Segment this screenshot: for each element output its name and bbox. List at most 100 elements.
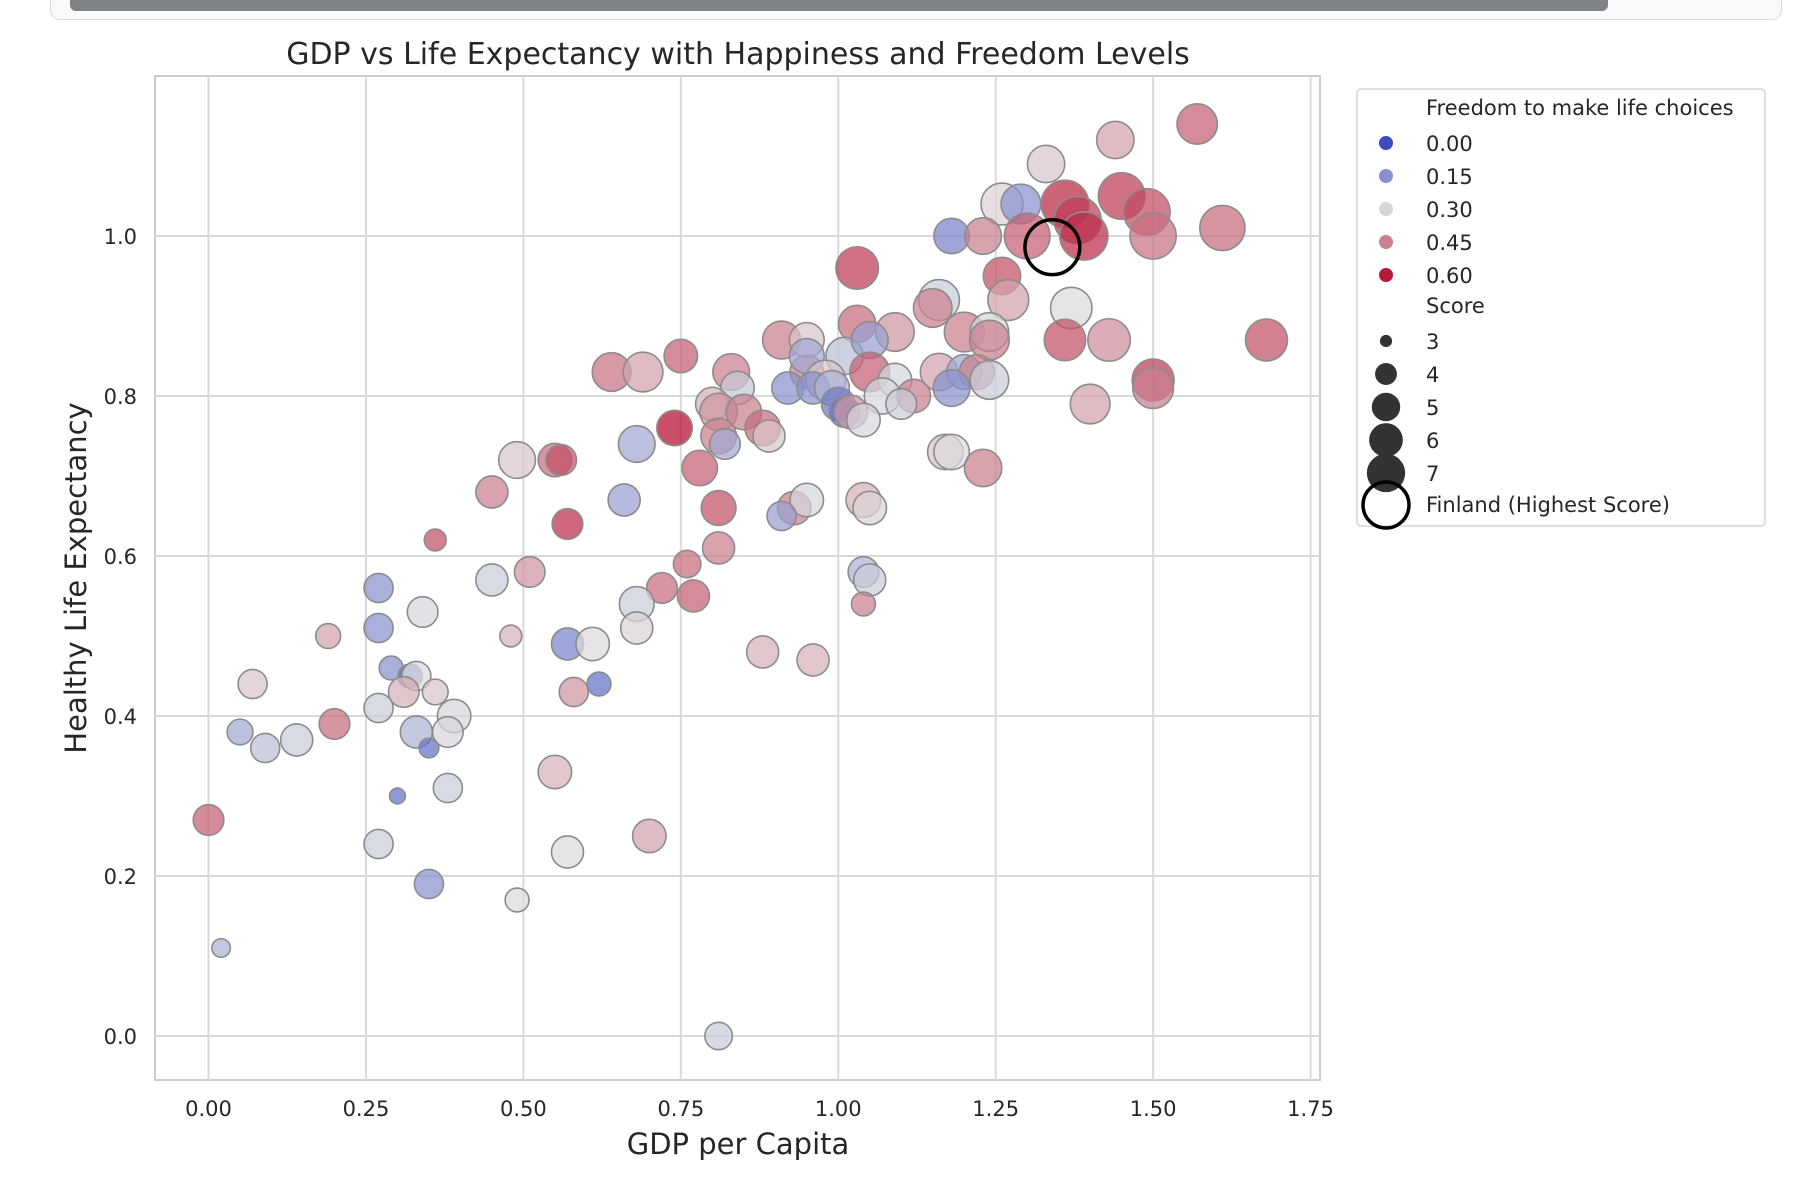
x-tick-label: 0.50 <box>500 1097 547 1121</box>
data-point <box>1026 144 1066 184</box>
legend-size-marker <box>1371 392 1401 422</box>
data-point <box>704 1021 734 1051</box>
data-point <box>558 676 590 708</box>
data-point <box>431 715 464 749</box>
data-point <box>363 828 394 860</box>
y-axis-ticks: 0.0 0.2 0.4 0.6 0.8 1.0 <box>104 225 137 1049</box>
data-point <box>550 835 585 869</box>
legend-hue-items: 0.00 0.15 0.30 0.45 0.60 <box>1379 132 1473 288</box>
data-point <box>1086 317 1132 363</box>
legend-hue-marker <box>1379 202 1393 216</box>
legend-size-label: 3 <box>1426 330 1439 354</box>
legend-size-marker <box>1375 363 1397 385</box>
data-point <box>418 737 440 759</box>
data-point <box>497 440 537 480</box>
data-point <box>1059 211 1109 261</box>
data-point <box>619 611 654 645</box>
data-point <box>475 563 509 597</box>
data-point <box>933 433 971 471</box>
data-point <box>969 359 1010 401</box>
data-point <box>513 555 546 589</box>
legend-frame <box>1356 88 1766 527</box>
plot-area <box>154 75 1321 1081</box>
legend-size-label: 5 <box>1426 396 1439 420</box>
data-point <box>421 678 449 706</box>
data-point <box>622 351 664 393</box>
legend-hue-marker <box>1379 235 1393 249</box>
data-point <box>845 402 881 438</box>
x-tick-label: 1.00 <box>815 1097 862 1121</box>
data-point <box>701 531 736 565</box>
data-point <box>789 482 825 518</box>
data-point <box>1176 103 1219 145</box>
data-point <box>645 571 679 605</box>
data-point <box>607 483 641 517</box>
data-point <box>551 507 584 541</box>
data-point <box>1043 318 1087 362</box>
data-point <box>835 245 880 291</box>
data-point <box>211 937 232 959</box>
data-point <box>681 449 719 487</box>
x-tick-label: 1.25 <box>972 1097 1019 1121</box>
y-tick-label: 0.0 <box>104 1025 137 1049</box>
data-point <box>963 448 1003 488</box>
legend-hue-marker <box>1379 169 1393 183</box>
y-tick-label: 1.0 <box>104 225 137 249</box>
data-point <box>575 626 611 662</box>
legend-hue-label: 0.00 <box>1426 132 1473 156</box>
data-point <box>1199 204 1246 252</box>
data-point <box>708 427 742 461</box>
x-axis-ticks: 0.00 0.25 0.50 0.75 1.00 1.25 1.50 1.75 <box>185 1097 1334 1121</box>
data-point <box>850 591 877 617</box>
data-points <box>192 103 1289 1051</box>
horizontal-scrollbar-thumb[interactable] <box>70 0 1608 11</box>
legend-hue-label: 0.45 <box>1426 231 1473 255</box>
data-point <box>617 424 656 464</box>
data-point <box>1069 383 1111 425</box>
data-point <box>423 528 447 552</box>
legend-size-marker <box>1369 423 1403 457</box>
x-tick-label: 0.75 <box>657 1097 704 1121</box>
data-point <box>499 624 523 648</box>
legend-hue-label: 0.30 <box>1426 198 1473 222</box>
legend-hue-marker <box>1379 136 1393 150</box>
y-tick-label: 0.6 <box>104 545 137 569</box>
data-point <box>237 668 268 700</box>
data-point <box>363 572 394 604</box>
x-axis-label: GDP per Capita <box>627 1127 850 1161</box>
legend-size-label: 7 <box>1426 462 1439 486</box>
x-tick-label: 1.75 <box>1287 1097 1334 1121</box>
legend-size-title: Score <box>1426 294 1485 318</box>
data-point <box>700 489 737 527</box>
data-point <box>1129 212 1177 260</box>
data-point <box>537 754 573 790</box>
data-point <box>318 707 351 741</box>
data-point <box>676 579 711 613</box>
x-tick-label: 0.25 <box>343 1097 390 1121</box>
data-point <box>987 278 1030 322</box>
x-tick-label: 1.50 <box>1130 1097 1177 1121</box>
data-point <box>852 490 888 526</box>
legend-hue-marker <box>1379 268 1393 282</box>
data-point <box>475 475 509 509</box>
data-point <box>885 387 918 421</box>
data-point <box>766 500 797 532</box>
legend-size-marker <box>1379 334 1393 348</box>
data-point <box>388 787 407 805</box>
data-point <box>745 635 780 669</box>
data-point <box>852 563 887 597</box>
data-point <box>1244 318 1289 362</box>
data-point <box>1095 120 1135 160</box>
y-tick-label: 0.8 <box>104 385 137 409</box>
legend-hue-title: Freedom to make life choices <box>1426 96 1734 120</box>
highlight-marker <box>1023 218 1082 277</box>
x-tick-label: 0.00 <box>185 1097 232 1121</box>
data-point <box>1131 366 1175 410</box>
legend-size-label: 4 <box>1426 363 1439 387</box>
y-tick-label: 0.2 <box>104 865 137 889</box>
data-point <box>249 732 281 764</box>
data-point <box>663 338 699 374</box>
data-point <box>387 675 420 709</box>
data-point <box>912 287 953 329</box>
